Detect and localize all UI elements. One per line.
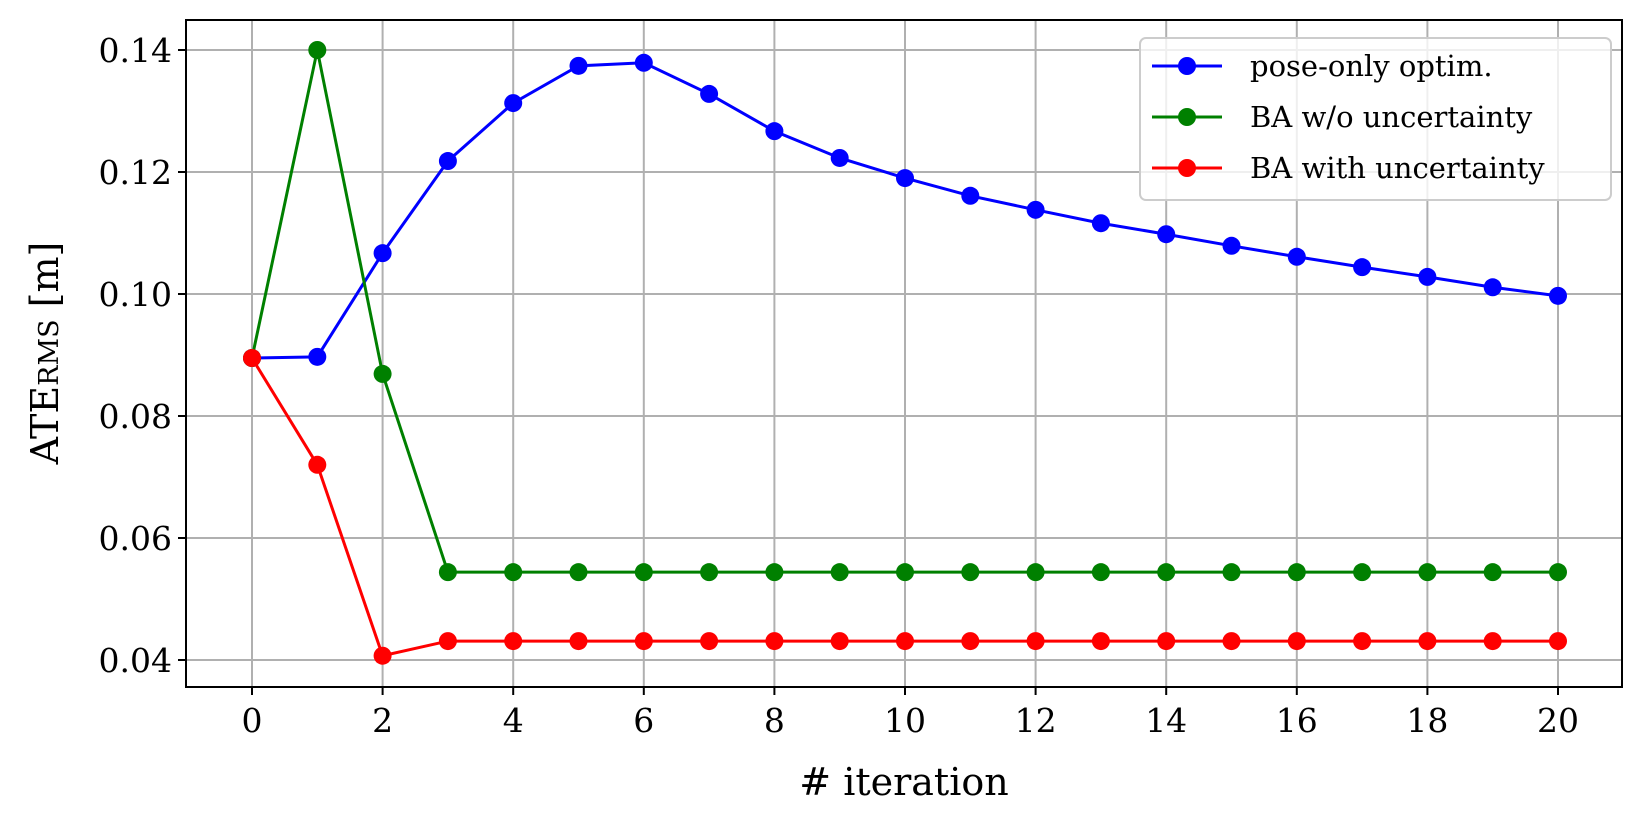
x-tick-label: 2 xyxy=(372,701,393,740)
data-point-marker xyxy=(1157,563,1176,582)
data-point-marker xyxy=(1549,632,1567,651)
x-tick-label: 8 xyxy=(764,701,785,740)
y-tick-label: 0.06 xyxy=(99,519,172,558)
data-point-marker xyxy=(896,563,914,582)
data-point-marker xyxy=(961,186,980,205)
data-point-marker xyxy=(830,148,849,167)
data-point-marker xyxy=(961,563,980,582)
data-point-marker xyxy=(1418,632,1437,651)
data-point-marker xyxy=(1222,236,1241,255)
data-point-marker xyxy=(1026,632,1045,651)
data-point-marker xyxy=(961,632,980,651)
data-point-marker xyxy=(569,632,588,651)
y-tick-label: 0.10 xyxy=(99,275,172,314)
y-tick-label: 0.12 xyxy=(99,153,172,192)
data-point-marker xyxy=(308,41,327,59)
x-tick-label: 10 xyxy=(884,701,926,740)
data-point-marker xyxy=(1222,632,1241,651)
legend-label: BA w/o uncertainty xyxy=(1250,100,1533,134)
y-axis-ticks: 0.04 0.06 0.08 0.10 0.12 0.14 xyxy=(99,31,186,680)
data-point-marker xyxy=(1483,278,1502,297)
data-point-marker xyxy=(438,152,457,171)
x-tick-label: 0 xyxy=(242,701,263,740)
data-point-marker xyxy=(1091,563,1110,582)
data-point-marker xyxy=(765,563,784,582)
data-point-marker xyxy=(700,84,719,103)
series-ba-with-uncertainty xyxy=(243,349,1567,665)
x-axis-ticks: 0 2 4 6 8 10 12 14 16 18 20 xyxy=(242,687,1579,740)
data-point-marker xyxy=(700,563,719,582)
data-point-marker xyxy=(896,169,914,188)
data-point-marker xyxy=(1026,563,1045,582)
y-tick-label: 0.14 xyxy=(99,31,172,70)
data-series xyxy=(243,41,1567,665)
y-axis-title: ATERMS [m] xyxy=(23,242,67,466)
data-point-marker xyxy=(1418,563,1437,582)
data-point-marker xyxy=(1483,632,1502,651)
data-point-marker xyxy=(373,244,392,263)
data-point-marker xyxy=(1157,632,1176,651)
data-point-marker xyxy=(1222,563,1241,582)
data-point-marker xyxy=(765,632,784,651)
x-tick-label: 14 xyxy=(1145,701,1187,740)
y-tick-label: 0.08 xyxy=(99,397,172,436)
data-point-marker xyxy=(1091,632,1110,651)
data-point-marker xyxy=(1353,258,1372,277)
data-point-marker xyxy=(1483,563,1502,582)
x-tick-label: 6 xyxy=(633,701,654,740)
data-point-marker xyxy=(1549,286,1567,305)
data-point-marker xyxy=(1353,563,1372,582)
data-point-marker xyxy=(1091,214,1110,233)
data-point-marker xyxy=(308,455,327,474)
data-point-marker xyxy=(1287,563,1306,582)
legend-box xyxy=(1139,37,1612,201)
data-point-marker xyxy=(373,646,392,665)
data-point-marker xyxy=(569,56,588,75)
data-point-marker xyxy=(1287,632,1306,651)
x-tick-label: 12 xyxy=(1015,701,1057,740)
data-point-marker xyxy=(634,53,653,72)
data-point-marker xyxy=(1418,267,1437,286)
data-point-marker xyxy=(1026,200,1045,219)
data-point-marker xyxy=(569,563,588,582)
data-point-marker xyxy=(896,632,914,651)
x-tick-label: 4 xyxy=(503,701,524,740)
data-point-marker xyxy=(308,347,327,366)
legend-item: pose-only optim. xyxy=(1152,49,1493,83)
data-point-marker xyxy=(438,632,457,651)
legend-marker-icon xyxy=(1178,108,1196,126)
legend-marker-icon xyxy=(1178,57,1196,75)
legend-marker-icon xyxy=(1178,159,1196,177)
data-point-marker xyxy=(830,563,849,582)
x-tick-label: 16 xyxy=(1276,701,1318,740)
data-point-marker xyxy=(243,349,261,368)
legend-item: BA with uncertainty xyxy=(1152,151,1545,185)
data-point-marker xyxy=(634,632,653,651)
data-point-marker xyxy=(504,632,523,651)
series-ba-w-o-uncertainty xyxy=(243,41,1567,582)
y-tick-label: 0.04 xyxy=(99,641,172,680)
data-point-marker xyxy=(438,563,457,582)
data-point-marker xyxy=(1287,247,1306,266)
data-point-marker xyxy=(373,364,392,383)
legend: pose-only optim. BA w/o uncertainty BA wit… xyxy=(1139,37,1612,201)
x-tick-label: 18 xyxy=(1406,701,1448,740)
data-point-marker xyxy=(700,632,719,651)
x-tick-label: 20 xyxy=(1537,701,1579,740)
legend-label: pose-only optim. xyxy=(1250,49,1493,83)
x-axis-title: # iteration xyxy=(799,760,1008,804)
data-point-marker xyxy=(765,122,784,141)
data-point-marker xyxy=(504,563,523,582)
data-point-marker xyxy=(504,94,523,113)
legend-label: BA with uncertainty xyxy=(1250,151,1545,185)
data-point-marker xyxy=(1353,632,1372,651)
data-point-marker xyxy=(1157,225,1176,244)
legend-item: BA w/o uncertainty xyxy=(1152,100,1533,134)
data-point-marker xyxy=(1549,563,1567,582)
series-pose-only-optim- xyxy=(243,53,1567,368)
data-point-marker xyxy=(634,563,653,582)
data-point-marker xyxy=(830,632,849,651)
